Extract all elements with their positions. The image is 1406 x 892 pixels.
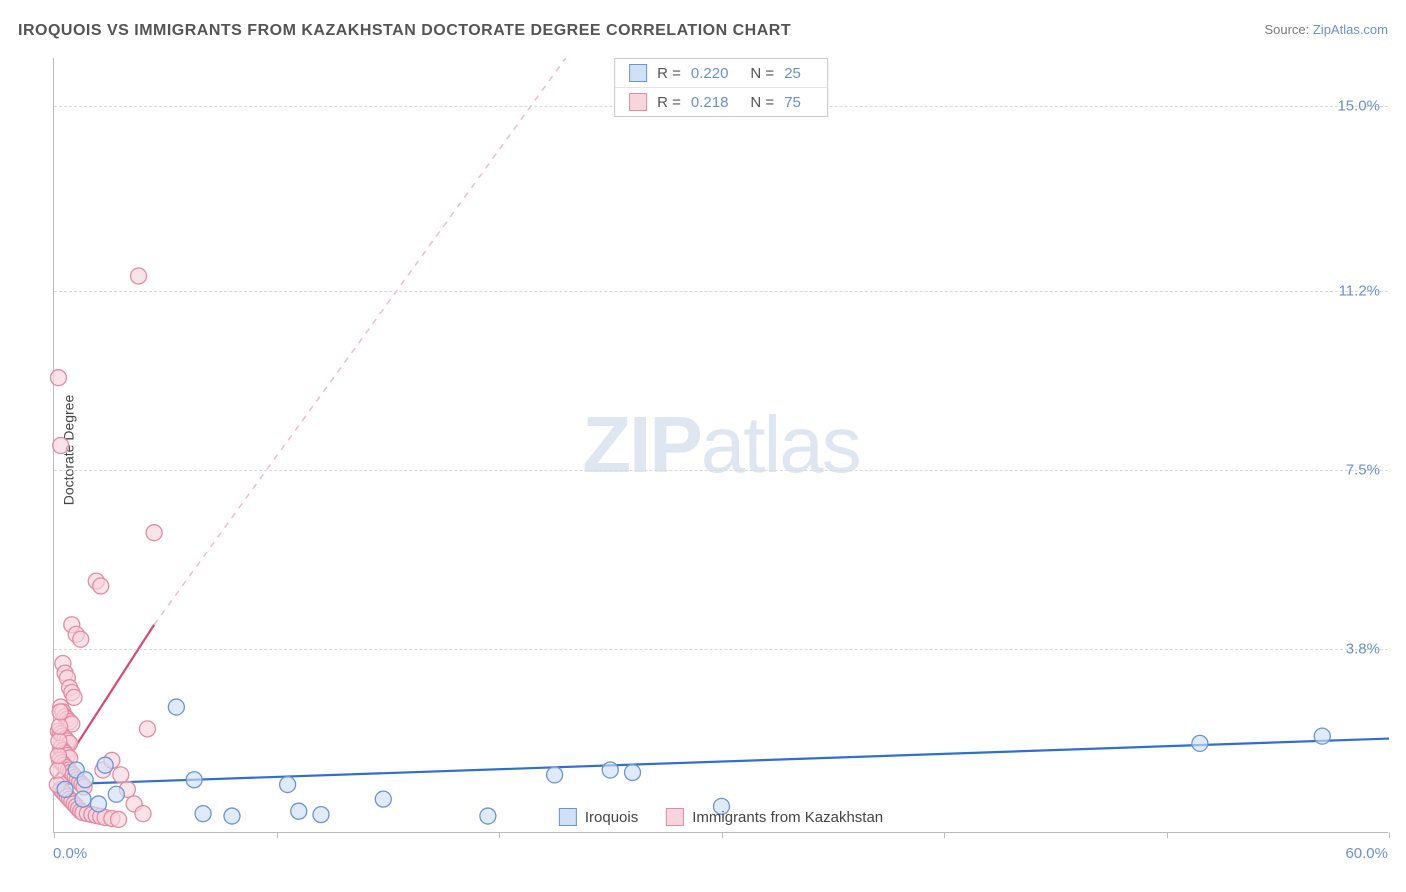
chart-title: IROQUOIS VS IMMIGRANTS FROM KAZAKHSTAN D… — [18, 22, 791, 40]
swatch-series1 — [629, 64, 647, 82]
y-tick-label: 3.8% — [1346, 640, 1380, 657]
legend-item-2: Immigrants from Kazakhstan — [666, 808, 883, 826]
x-tick — [499, 832, 500, 838]
n-value-1: 25 — [784, 65, 801, 82]
bottom-legend: Iroquois Immigrants from Kazakhstan — [559, 808, 883, 826]
legend-swatch-1 — [559, 808, 577, 826]
x-tick — [1389, 832, 1390, 838]
stats-row-series2: R = 0.218 N = 75 — [615, 87, 827, 116]
x-tick — [277, 832, 278, 838]
y-tick-label: 15.0% — [1337, 98, 1380, 115]
y-tick-label: 7.5% — [1346, 461, 1380, 478]
source-link[interactable]: ZipAtlas.com — [1313, 22, 1388, 37]
legend-swatch-2 — [666, 808, 684, 826]
stats-legend: R = 0.220 N = 25 R = 0.218 N = 75 — [614, 58, 828, 117]
stats-row-series1: R = 0.220 N = 25 — [615, 59, 827, 87]
x-tick — [722, 832, 723, 838]
legend-label-1: Iroquois — [585, 809, 638, 826]
n-value-2: 75 — [784, 94, 801, 111]
r-label-2: R = — [657, 94, 681, 111]
r-label: R = — [657, 65, 681, 82]
r-value-1: 0.220 — [691, 65, 729, 82]
legend-item-1: Iroquois — [559, 808, 638, 826]
plot-svg — [54, 58, 1388, 832]
gridline — [54, 470, 1388, 471]
n-label: N = — [750, 65, 774, 82]
gridline — [54, 291, 1388, 292]
x-tick — [944, 832, 945, 838]
x-tick — [54, 832, 55, 838]
x-tick — [1167, 832, 1168, 838]
plot-area: ZIPatlas R = 0.220 N = 25 R = 0.218 N = … — [53, 58, 1388, 833]
x-axis-min-label: 0.0% — [53, 845, 87, 862]
x-axis-max-label: 60.0% — [1345, 845, 1388, 862]
swatch-series2 — [629, 93, 647, 111]
r-value-2: 0.218 — [691, 94, 729, 111]
y-tick-label: 11.2% — [1339, 282, 1380, 299]
source-prefix: Source: — [1264, 22, 1312, 37]
n-label-2: N = — [750, 94, 774, 111]
source-attribution: Source: ZipAtlas.com — [1264, 22, 1388, 37]
legend-label-2: Immigrants from Kazakhstan — [692, 809, 883, 826]
gridline — [54, 649, 1388, 650]
